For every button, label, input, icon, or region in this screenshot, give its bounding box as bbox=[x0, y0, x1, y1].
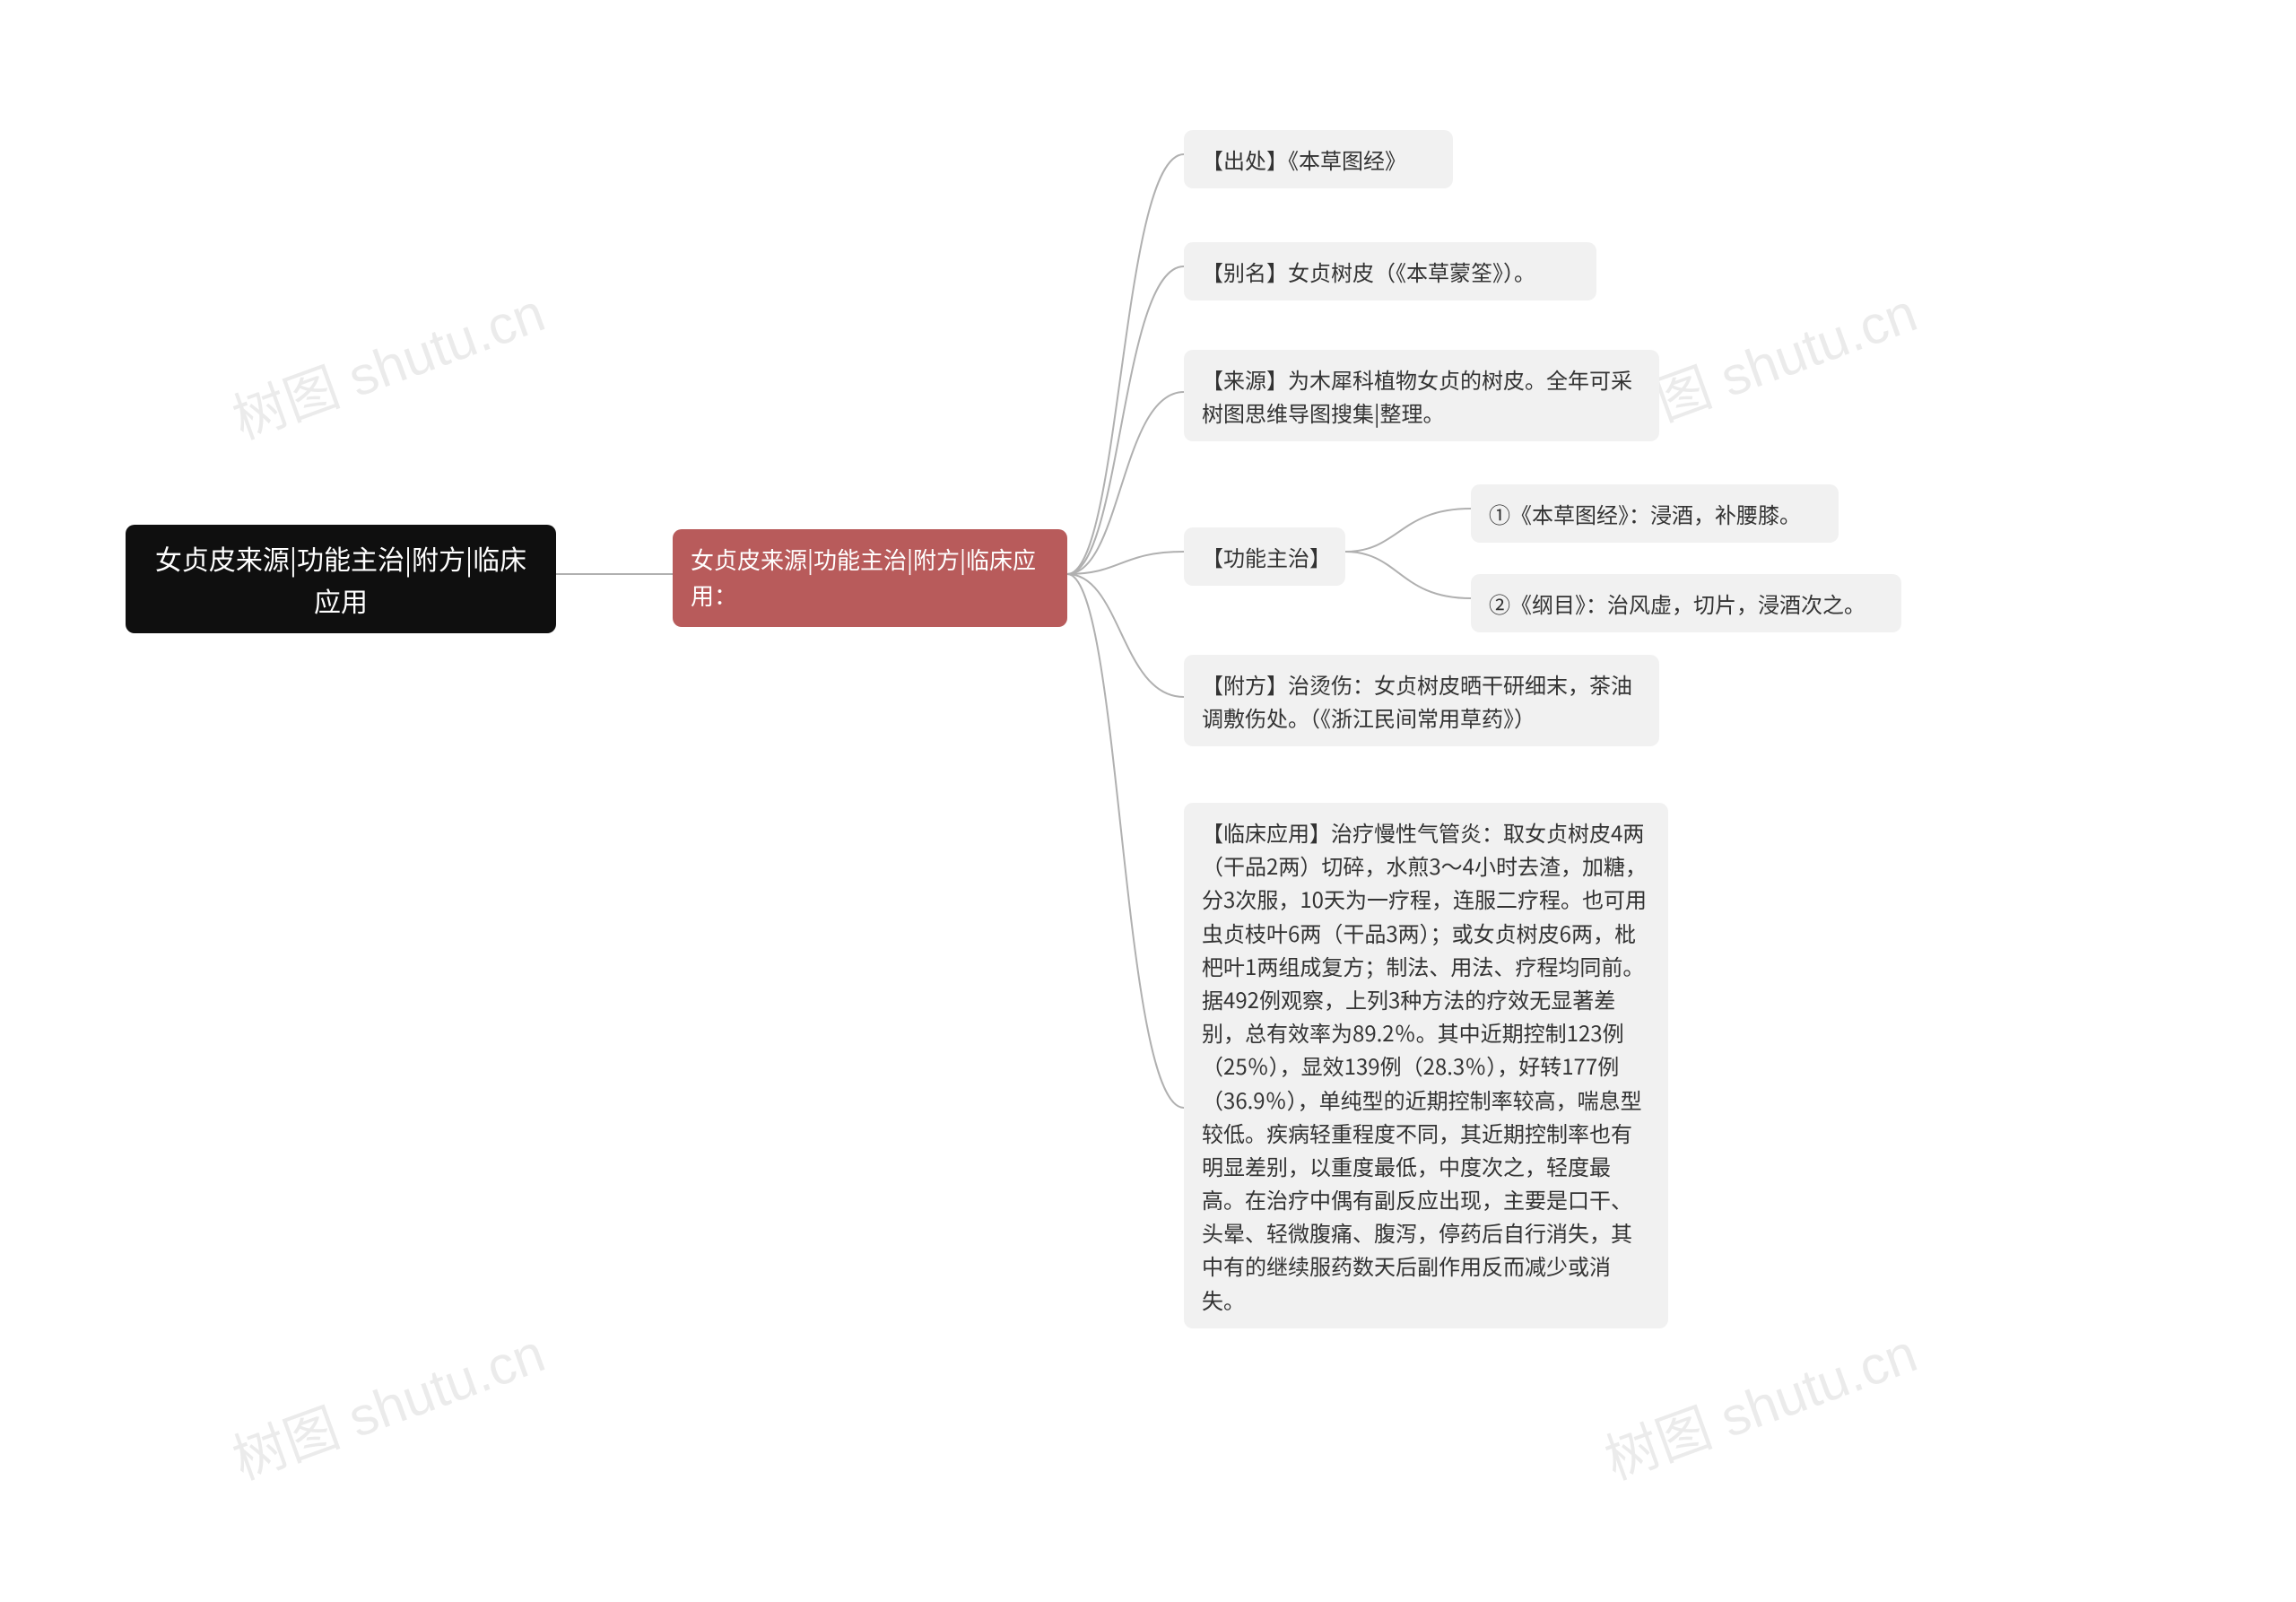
leaf-text: ①《本草图经》：浸酒，补腰膝。 bbox=[1489, 498, 1801, 529]
root-text: 女贞皮来源|功能主治|附方|临床应用 bbox=[155, 538, 526, 620]
mindmap-branch[interactable]: 女贞皮来源|功能主治|附方|临床应用： bbox=[673, 529, 1067, 627]
watermark: 树图 shutu.cn bbox=[221, 269, 553, 454]
connectors-layer bbox=[0, 0, 2296, 1602]
leaf-function-header[interactable]: 【功能主治】 bbox=[1184, 527, 1345, 586]
leaf-alias[interactable]: 【别名】女贞树皮（《本草蒙筌》）。 bbox=[1184, 242, 1596, 300]
sub-func-2[interactable]: ②《纲目》：治风虚，切片，浸酒次之。 bbox=[1471, 574, 1901, 632]
leaf-prescription[interactable]: 【附方】治烫伤：女贞树皮晒干研细末，茶油调敷伤处。（《浙江民间常用草药》） bbox=[1184, 655, 1659, 746]
leaf-origin[interactable]: 【来源】为木犀科植物女贞的树皮。全年可采树图思维导图搜集|整理。 bbox=[1184, 350, 1659, 441]
leaf-text: 【附方】治烫伤：女贞树皮晒干研细末，茶油调敷伤处。（《浙江民间常用草药》） bbox=[1202, 668, 1632, 733]
mindmap-root[interactable]: 女贞皮来源|功能主治|附方|临床应用 bbox=[126, 525, 556, 633]
leaf-text: 【功能主治】 bbox=[1202, 541, 1331, 572]
leaf-text: ②《纲目》：治风虚，切片，浸酒次之。 bbox=[1489, 588, 1866, 619]
watermark: 树图 shutu.cn bbox=[221, 1310, 553, 1494]
leaf-source-book[interactable]: 【出处】《本草图经》 bbox=[1184, 130, 1453, 188]
leaf-text: 【来源】为木犀科植物女贞的树皮。全年可采树图思维导图搜集|整理。 bbox=[1202, 363, 1632, 428]
leaf-text: 【出处】《本草图经》 bbox=[1202, 144, 1406, 175]
watermark: 树图 shutu.cn bbox=[1593, 1310, 1926, 1494]
leaf-text: 【别名】女贞树皮（《本草蒙筌》）。 bbox=[1202, 256, 1535, 287]
leaf-text: 【临床应用】治疗慢性气管炎：取女贞树皮4两（干品2两）切碎，水煎3～4小时去渣，… bbox=[1202, 816, 1647, 1315]
sub-func-1[interactable]: ①《本草图经》：浸酒，补腰膝。 bbox=[1471, 484, 1839, 543]
branch-text: 女贞皮来源|功能主治|附方|临床应用： bbox=[691, 543, 1036, 612]
leaf-clinical[interactable]: 【临床应用】治疗慢性气管炎：取女贞树皮4两（干品2两）切碎，水煎3～4小时去渣，… bbox=[1184, 803, 1668, 1328]
